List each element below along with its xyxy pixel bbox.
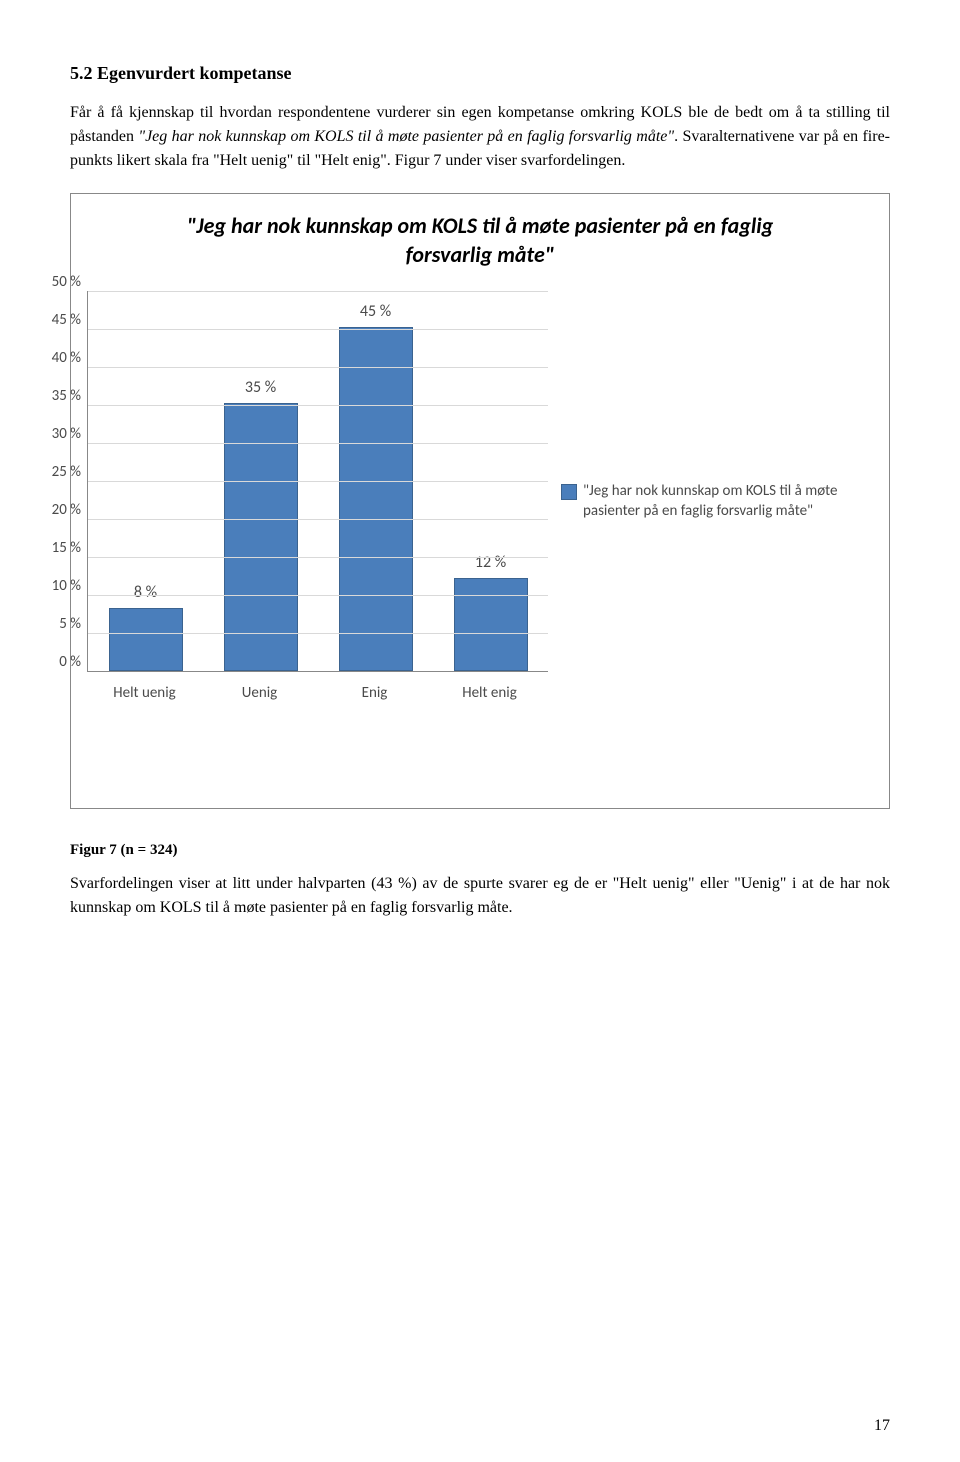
plot: 8 % 35 % 45 % 12 % <box>87 291 548 672</box>
legend-item: "Jeg har nok kunnskap om KOLS til å møte… <box>561 481 879 522</box>
bar-value-label: 45 % <box>360 300 391 324</box>
page-number: 17 <box>874 1414 890 1438</box>
bar <box>339 327 413 671</box>
gridline <box>88 519 548 520</box>
x-tick-label: Uenig <box>202 672 317 705</box>
bar-value-label: 12 % <box>475 551 506 575</box>
bar-value-label: 35 % <box>245 376 276 400</box>
legend-text: "Jeg har nok kunnskap om KOLS til å møte… <box>583 481 879 522</box>
bar-value-label: 8 % <box>134 581 157 605</box>
x-tick-label: Enig <box>317 672 432 705</box>
para1-quote: "Jeg har nok kunnskap om KOLS til å møte… <box>138 128 674 145</box>
intro-paragraph: Får å få kjennskap til hvordan responden… <box>70 101 890 173</box>
gridline <box>88 443 548 444</box>
result-paragraph: Svarfordelingen viser at litt under halv… <box>70 872 890 920</box>
gridline <box>88 329 548 330</box>
chart-title: "Jeg har nok kunnskap om KOLS til å møte… <box>141 212 819 269</box>
chart-container: "Jeg har nok kunnskap om KOLS til å møte… <box>70 193 890 809</box>
section-heading: 5.2 Egenvurdert kompetanse <box>70 60 890 87</box>
gridline <box>88 481 548 482</box>
x-tick-label: Helt enig <box>432 672 547 705</box>
plot-area: 8 %35 %45 %12 % Helt uenigUenigEnigHelt … <box>87 291 547 671</box>
gridline <box>88 405 548 406</box>
chart-body: 50 %45 %40 %35 %30 %25 %20 %15 %10 %5 %0… <box>81 291 879 711</box>
legend-swatch <box>561 484 577 500</box>
bar <box>454 578 528 671</box>
bar <box>109 608 183 671</box>
x-tick-label: Helt uenig <box>87 672 202 705</box>
gridline <box>88 633 548 634</box>
gridline <box>88 367 548 368</box>
x-axis: Helt uenigUenigEnigHelt enig <box>87 672 547 705</box>
legend: "Jeg har nok kunnskap om KOLS til å møte… <box>547 291 879 711</box>
gridline <box>88 291 548 292</box>
figure-caption: Figur 7 (n = 324) <box>70 839 890 862</box>
gridline <box>88 595 548 596</box>
gridline <box>88 557 548 558</box>
